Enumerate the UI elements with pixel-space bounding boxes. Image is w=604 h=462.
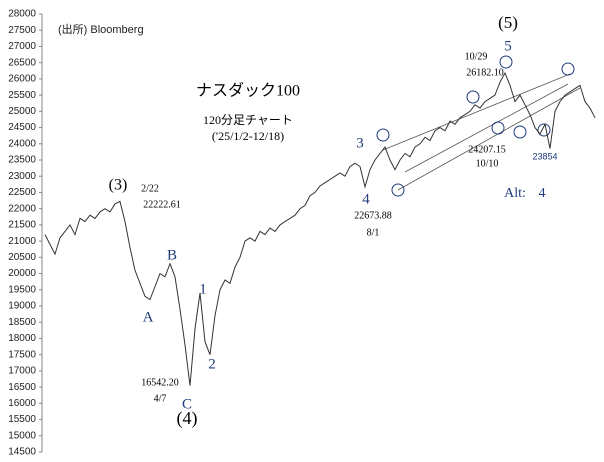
y-tick-label: 21500 bbox=[8, 220, 36, 231]
annotation: 4 bbox=[362, 191, 370, 207]
annotation: 5 bbox=[504, 38, 512, 54]
y-tick-label: 26000 bbox=[8, 74, 36, 85]
y-tick-label: 15000 bbox=[8, 430, 36, 441]
annotation: ナスダック100 bbox=[196, 82, 300, 100]
y-tick-label: 25500 bbox=[8, 90, 36, 101]
annotation: ('25/1/2-12/18) bbox=[212, 129, 284, 143]
y-tick-label: 17000 bbox=[8, 366, 36, 377]
annotation: Alt: bbox=[504, 186, 526, 201]
y-tick-label: 19000 bbox=[8, 301, 36, 312]
y-tick-label: 28000 bbox=[8, 9, 36, 20]
y-tick-label: 24500 bbox=[8, 122, 36, 133]
annotation: (出所) Bloomberg bbox=[58, 22, 144, 36]
y-tick-label: 23500 bbox=[8, 155, 36, 166]
y-tick-label: 27000 bbox=[8, 41, 36, 52]
y-tick-label: 18000 bbox=[8, 333, 36, 344]
y-tick-label: 22000 bbox=[8, 203, 36, 214]
annotation: 2 bbox=[208, 356, 216, 372]
y-tick-label: 27500 bbox=[8, 25, 36, 36]
annotation: 24207.15 bbox=[468, 144, 506, 155]
y-tick-label: 21000 bbox=[8, 236, 36, 247]
y-tick-label: 26500 bbox=[8, 57, 36, 68]
annotation: 120分足チャート bbox=[203, 113, 293, 127]
annotation: 16542.20 bbox=[141, 377, 179, 388]
channel-lines bbox=[382, 73, 581, 191]
price-line bbox=[44, 71, 596, 386]
y-tick-label: 19500 bbox=[8, 284, 36, 295]
y-tick-label: 23000 bbox=[8, 171, 36, 182]
annotation: 4 bbox=[539, 186, 546, 201]
y-tick-label: 15500 bbox=[8, 414, 36, 425]
y-tick-label: 17500 bbox=[8, 349, 36, 360]
annotation: 22673.88 bbox=[354, 210, 392, 221]
y-tick-label: 22500 bbox=[8, 187, 36, 198]
annotation: 10/10 bbox=[476, 158, 499, 169]
annotation: 23854 bbox=[532, 151, 557, 161]
annotation: B bbox=[167, 247, 177, 263]
y-tick-label: 16500 bbox=[8, 382, 36, 393]
y-tick-label: 16000 bbox=[8, 398, 36, 409]
annotation: 8/1 bbox=[367, 227, 380, 238]
annotation: 26182.10 bbox=[466, 67, 504, 78]
annotation: 1 bbox=[199, 281, 207, 297]
annotation: 4/7 bbox=[154, 393, 167, 404]
annotation: (4) bbox=[177, 408, 198, 429]
y-tick-label: 18500 bbox=[8, 317, 36, 328]
annotation: 3 bbox=[356, 135, 364, 151]
annotation: 2/22 bbox=[141, 183, 159, 194]
annotation: 10/29 bbox=[465, 51, 488, 62]
annotation: 22222.61 bbox=[143, 199, 181, 210]
y-tick-label: 14500 bbox=[8, 447, 36, 458]
annotation: (3) bbox=[109, 177, 128, 194]
y-tick-label: 24000 bbox=[8, 138, 36, 149]
y-tick-label: 25000 bbox=[8, 106, 36, 117]
annotation: A bbox=[143, 309, 154, 325]
y-tick-label: 20000 bbox=[8, 268, 36, 279]
y-tick-label: 20500 bbox=[8, 252, 36, 263]
annotation: (5) bbox=[498, 13, 518, 32]
annotation: C bbox=[182, 396, 192, 412]
wave-circles bbox=[376, 55, 575, 197]
